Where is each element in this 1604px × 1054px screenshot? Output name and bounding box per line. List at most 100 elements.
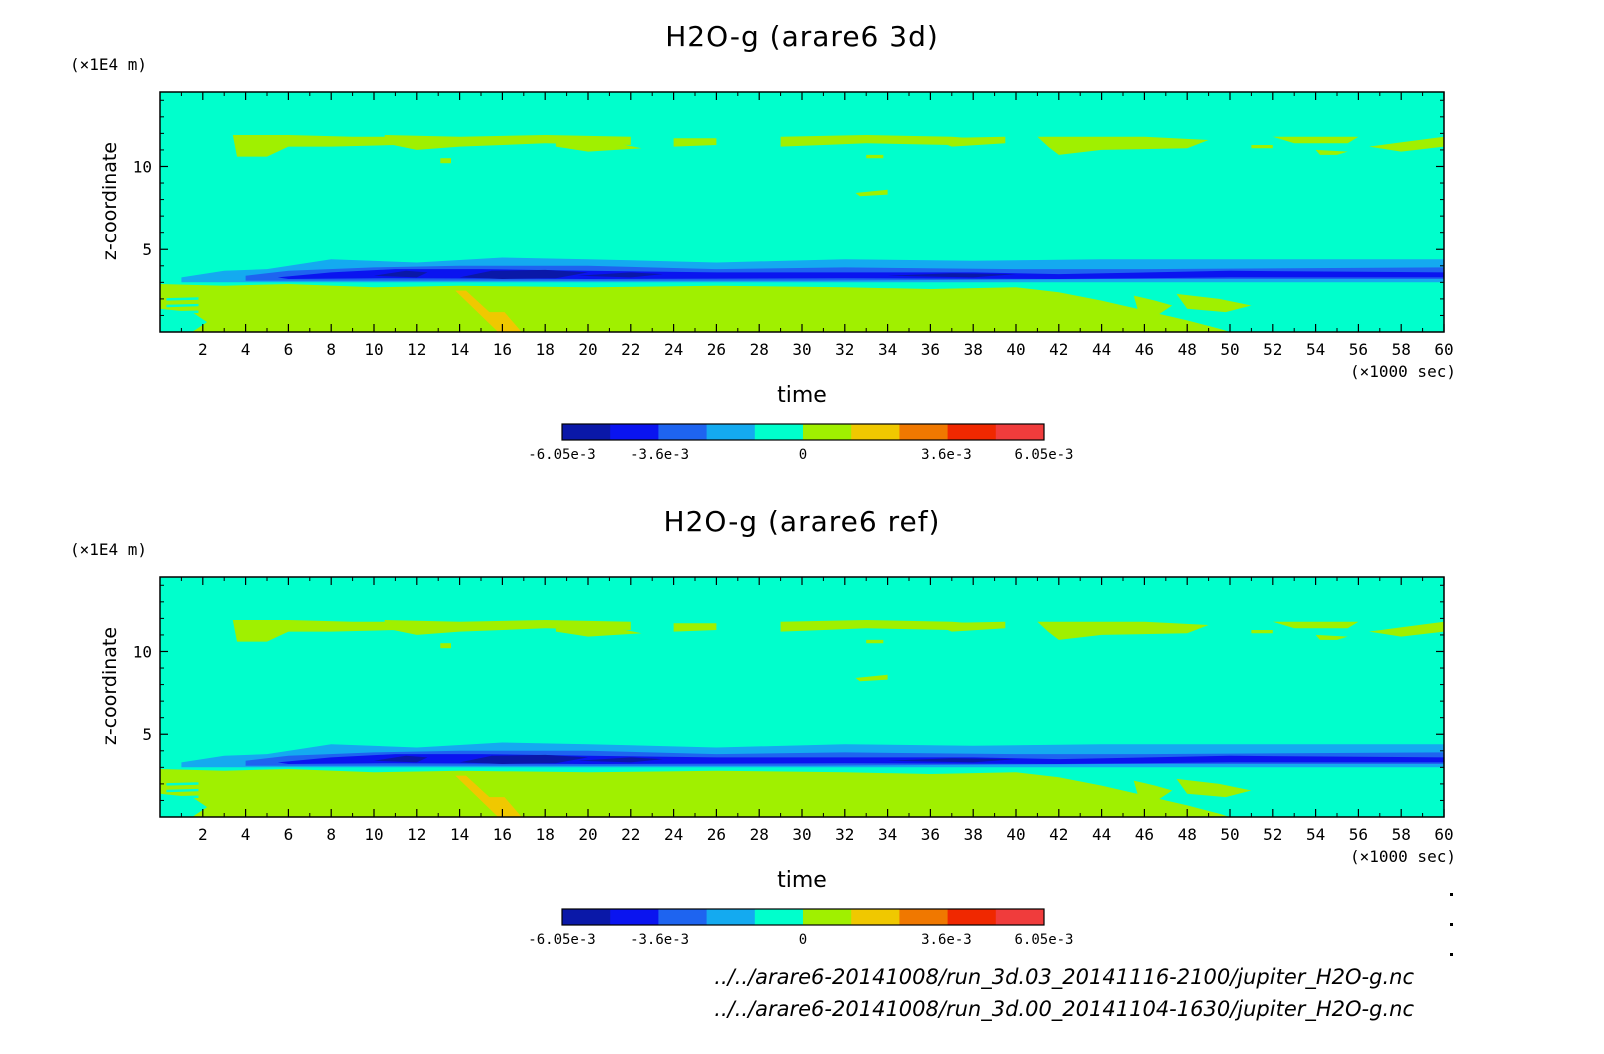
x-tick-label: 24 <box>664 825 683 844</box>
x-tick-label: 20 <box>578 825 597 844</box>
contour-region <box>1315 149 1348 155</box>
x-tick-label: 6 <box>284 825 294 844</box>
contour-region <box>855 189 888 197</box>
x-tick-label: 52 <box>1263 340 1282 359</box>
x-tick-label: 36 <box>921 825 940 844</box>
colorbar-cell <box>899 909 949 925</box>
x-tick-label: 28 <box>750 825 769 844</box>
y-tick-label: 5 <box>142 725 152 744</box>
x-tick-label: 38 <box>964 825 983 844</box>
contour-region <box>384 135 631 150</box>
colorbar-tick-label: -3.6e-3 <box>630 932 689 948</box>
contour-region <box>673 623 717 632</box>
colorbar-cell <box>706 909 756 925</box>
colorbar-cell <box>851 909 900 925</box>
x-tick-label: 18 <box>536 825 555 844</box>
colorbar-tick-label: 3.6e-3 <box>921 447 972 463</box>
x-tick-label: 46 <box>1135 825 1154 844</box>
x-tick-label: 4 <box>241 340 251 359</box>
colorbar-cell <box>562 909 611 925</box>
contour-region <box>160 769 1230 817</box>
x-tick-label: 24 <box>664 340 683 359</box>
y-axis-unit: (×1E4 m) <box>70 55 148 74</box>
marker-dot <box>1450 953 1453 956</box>
chart-panel-3d: H2O-g (arare6 3d) (×1E4 m) z-coordinate … <box>0 0 1604 480</box>
colorbar-tick-label: 0 <box>799 932 807 948</box>
x-tick-label: 40 <box>1006 825 1025 844</box>
x-tick-label: 10 <box>364 825 383 844</box>
marker-dot <box>1450 923 1453 926</box>
x-tick-label: 60 <box>1434 825 1453 844</box>
contour-region <box>1272 621 1359 629</box>
x-tick-label: 50 <box>1220 340 1239 359</box>
contour-region <box>555 140 642 152</box>
x-tick-label: 44 <box>1092 340 1111 359</box>
marker-dot <box>1450 893 1453 896</box>
contour-region <box>555 625 642 637</box>
contour-region <box>866 639 884 644</box>
x-tick-label: 22 <box>621 340 640 359</box>
contour-region <box>780 620 995 632</box>
contour-region <box>459 754 588 764</box>
x-tick-label: 34 <box>878 825 897 844</box>
x-tick-label: 42 <box>1049 340 1068 359</box>
x-axis-unit: (×1000 sec) <box>1350 362 1456 381</box>
x-tick-label: 36 <box>921 340 940 359</box>
x-tick-label: 2 <box>198 825 208 844</box>
contour-region <box>1251 630 1273 634</box>
contour-region <box>166 808 199 812</box>
contour-region <box>459 269 588 279</box>
contour-region <box>1369 136 1444 152</box>
x-tick-label: 48 <box>1178 340 1197 359</box>
plot-area <box>160 92 1444 332</box>
contour-region <box>374 270 428 278</box>
contour-region <box>1176 293 1252 313</box>
contour-region <box>166 310 199 314</box>
x-tick-label: 38 <box>964 340 983 359</box>
x-tick-label: 34 <box>878 340 897 359</box>
colorbar-tick-label: -6.05e-3 <box>528 447 595 463</box>
x-tick-label: 20 <box>578 340 597 359</box>
y-tick-label: 5 <box>142 240 152 259</box>
chart-title: H2O-g (arare6 3d) <box>665 20 939 53</box>
x-tick-label: 40 <box>1006 340 1025 359</box>
x-tick-label: 18 <box>536 340 555 359</box>
file-path-1: ../../arare6-20141008/run_3d.03_20141116… <box>714 965 1414 989</box>
x-tick-label: 10 <box>364 340 383 359</box>
x-tick-label: 50 <box>1220 825 1239 844</box>
x-axis-label: time <box>777 868 827 893</box>
contour-region <box>440 643 451 649</box>
plot-area <box>160 577 1444 817</box>
x-tick-label: 46 <box>1135 340 1154 359</box>
colorbar-cell <box>562 424 611 440</box>
colorbar-cell <box>947 424 997 440</box>
heatmap-svg: 2 4 6 8 10 12 14 16 18 20 22 24 26 28 30 32 34 36 38 40 42 44… <box>133 91 1454 463</box>
contour-region <box>1176 778 1252 798</box>
contour-region <box>1369 621 1444 637</box>
x-tick-label: 16 <box>493 340 512 359</box>
colorbar-cell <box>754 909 804 925</box>
x-tick-label: 42 <box>1049 825 1068 844</box>
colorbar-cell <box>706 424 756 440</box>
contour-region <box>166 297 199 301</box>
colorbar-frame <box>561 908 1045 926</box>
contour-region <box>166 802 199 806</box>
x-tick-label: 54 <box>1306 825 1325 844</box>
colorbar-cell <box>610 424 659 440</box>
contour-region <box>487 797 522 817</box>
contour-region <box>160 284 1230 332</box>
contour-region <box>1133 295 1173 316</box>
contour-region <box>166 323 199 327</box>
contour-region <box>866 154 884 159</box>
x-tick-label: 56 <box>1349 825 1368 844</box>
colorbar-tick-label: 6.05e-3 <box>1014 447 1073 463</box>
contour-region <box>1315 634 1348 640</box>
x-tick-label: 22 <box>621 825 640 844</box>
chart-title: H2O-g (arare6 ref) <box>663 505 941 538</box>
contour-region <box>930 136 1006 147</box>
x-tick-label: 14 <box>450 340 469 359</box>
x-tick-label: 4 <box>241 825 251 844</box>
colorbar-tick-label: 0 <box>799 447 807 463</box>
contour-region <box>166 782 199 786</box>
contour-region <box>374 755 428 763</box>
